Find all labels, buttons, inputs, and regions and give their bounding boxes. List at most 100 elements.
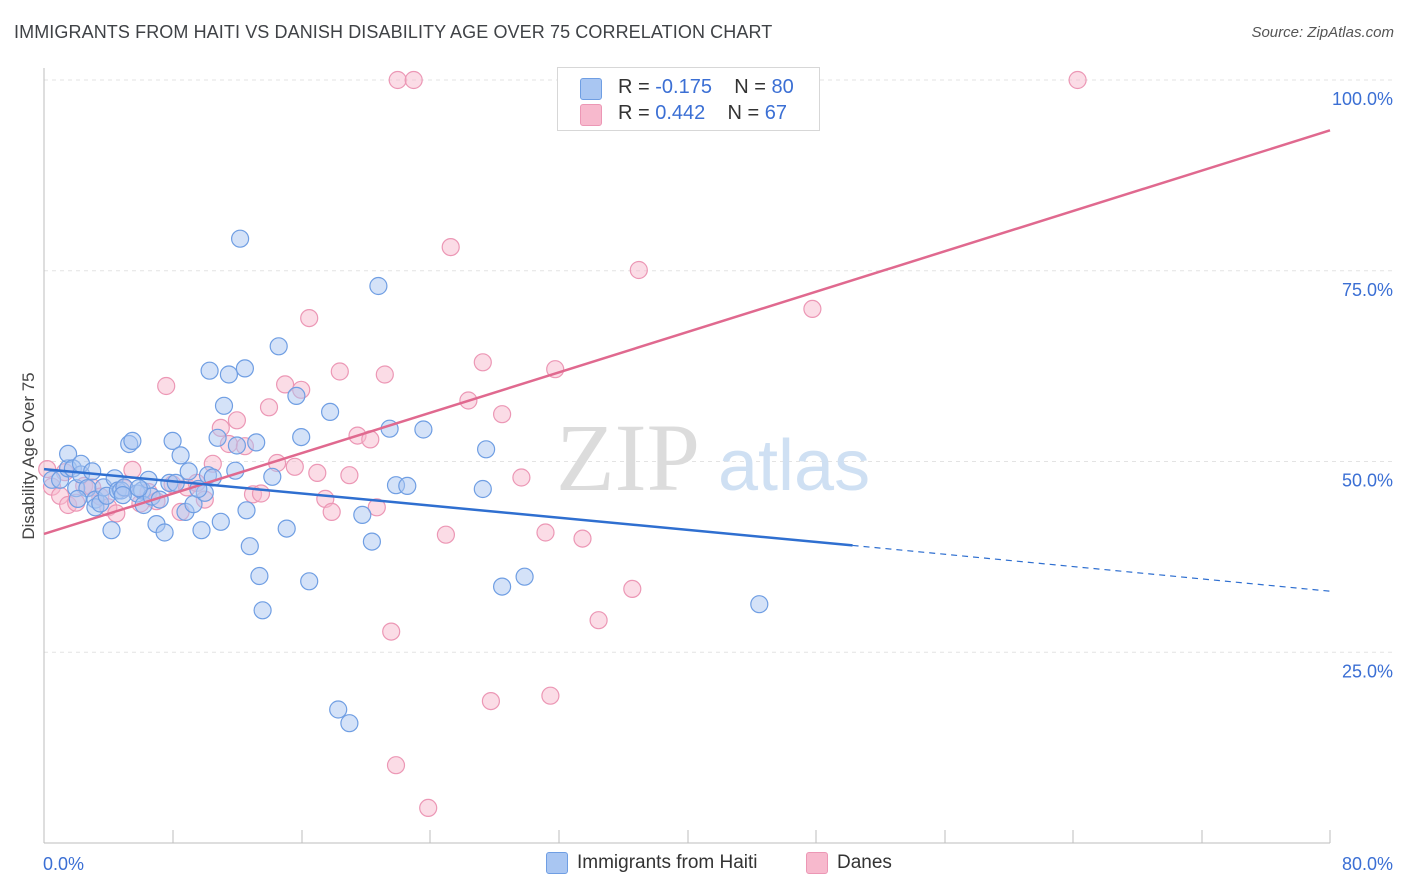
haiti-point — [292, 428, 311, 447]
haiti-point — [414, 420, 433, 439]
danes-point — [803, 299, 822, 318]
haiti-trend-line — [43, 467, 853, 547]
haiti-point — [398, 476, 417, 495]
haiti-point — [227, 436, 246, 455]
y-tick-label: 75.0% — [1342, 280, 1393, 300]
danes-point — [300, 309, 319, 328]
haiti-point — [211, 512, 230, 531]
danes-point — [512, 468, 531, 487]
danes-point — [340, 466, 359, 485]
haiti-point — [237, 501, 256, 520]
haiti-point — [329, 700, 348, 719]
haiti-point — [129, 479, 148, 498]
danes-point — [382, 622, 401, 641]
danes-point — [629, 260, 648, 280]
axes — [43, 68, 1331, 844]
haiti-point — [515, 567, 534, 586]
danes-point — [573, 529, 592, 548]
legend-r-label: R = — [618, 102, 650, 124]
haiti-point — [263, 467, 282, 486]
x-tick-label: 0.0% — [43, 854, 84, 874]
haiti-point — [362, 532, 381, 551]
y-tick-label: 50.0% — [1342, 471, 1393, 491]
haiti-point — [231, 229, 250, 248]
legend-r-label: R = — [618, 76, 650, 98]
haiti-point — [750, 595, 769, 614]
legend-swatch-haiti — [546, 852, 568, 874]
legend-swatch-danes — [580, 104, 602, 126]
watermark-zip: ZIP — [556, 404, 700, 511]
haiti-point — [214, 396, 234, 415]
haiti-point — [102, 521, 121, 540]
trend-lines — [43, 129, 1331, 592]
haiti-point — [171, 446, 190, 465]
danes-point — [493, 405, 512, 424]
haiti-point — [163, 431, 182, 450]
haiti-point — [473, 479, 492, 499]
danes-point — [473, 353, 492, 372]
legend-n-label: N = — [734, 76, 766, 98]
legend-r-value: -0.175 — [655, 76, 712, 98]
source-label: Source: ZipAtlas.com — [1251, 24, 1394, 41]
danes-point — [227, 411, 246, 430]
danes-point — [441, 238, 460, 257]
legend-n-value: 80 — [771, 76, 794, 98]
danes-point — [367, 498, 386, 517]
danes-point — [308, 463, 327, 482]
haiti-point — [83, 462, 102, 481]
legend-label-danes: Danes — [837, 852, 892, 873]
haiti-point — [200, 361, 219, 380]
haiti-point — [219, 365, 238, 384]
danes-point — [419, 798, 438, 818]
haiti-point — [287, 386, 306, 405]
y-tick-label: 100.0% — [1332, 89, 1393, 109]
legend-r-value: 0.442 — [655, 102, 706, 124]
danes-point — [481, 691, 500, 711]
y-tick-label: 25.0% — [1342, 661, 1393, 681]
danes-point — [251, 484, 271, 503]
haiti-point — [340, 714, 359, 733]
legend-swatch-haiti — [580, 78, 602, 100]
haiti-point — [253, 601, 272, 620]
danes-point — [375, 365, 394, 384]
danes-point — [259, 398, 279, 417]
legend-n-label: N = — [727, 102, 760, 124]
legend-n-value: 67 — [764, 102, 788, 124]
haiti-point — [240, 537, 259, 556]
legend-label-haiti: Immigrants from Haiti — [577, 852, 758, 873]
haiti-point — [321, 402, 340, 421]
haiti-point — [269, 337, 288, 356]
danes-point — [1068, 70, 1087, 90]
haiti-point — [300, 572, 319, 591]
haiti-point — [477, 440, 496, 459]
haiti-point — [123, 431, 142, 450]
danes-point — [541, 686, 560, 705]
haiti-point — [235, 359, 254, 378]
danes-point — [404, 70, 423, 90]
haiti-point — [208, 428, 227, 447]
danes-point — [285, 457, 304, 476]
correlation-legend: R = -0.175 N = 80 R = 0.442 N = 67 — [557, 67, 820, 131]
haiti-point — [277, 519, 296, 538]
danes-point — [589, 611, 608, 630]
danes-point — [157, 376, 176, 396]
danes-trend-line — [43, 129, 1331, 536]
axis-labels: 25.0% 50.0% 75.0% 100.0% 0.0% 80.0% — [43, 89, 1393, 874]
haiti-trend-extension — [852, 544, 1331, 592]
haiti-point — [155, 523, 174, 542]
danes-point — [388, 70, 407, 90]
danes-point — [623, 579, 642, 599]
danes-point — [536, 523, 555, 542]
haiti-point — [369, 276, 388, 296]
haiti-point — [353, 505, 372, 525]
haiti-point — [247, 433, 266, 452]
danes-point — [386, 756, 406, 775]
watermark-atlas: atlas — [718, 426, 870, 506]
haiti-point — [493, 577, 512, 596]
y-axis-title: Disability Age Over 75 — [19, 372, 38, 539]
danes-point — [330, 362, 349, 381]
haiti-point — [179, 462, 198, 481]
haiti-point — [250, 566, 269, 586]
danes-point — [436, 525, 455, 544]
